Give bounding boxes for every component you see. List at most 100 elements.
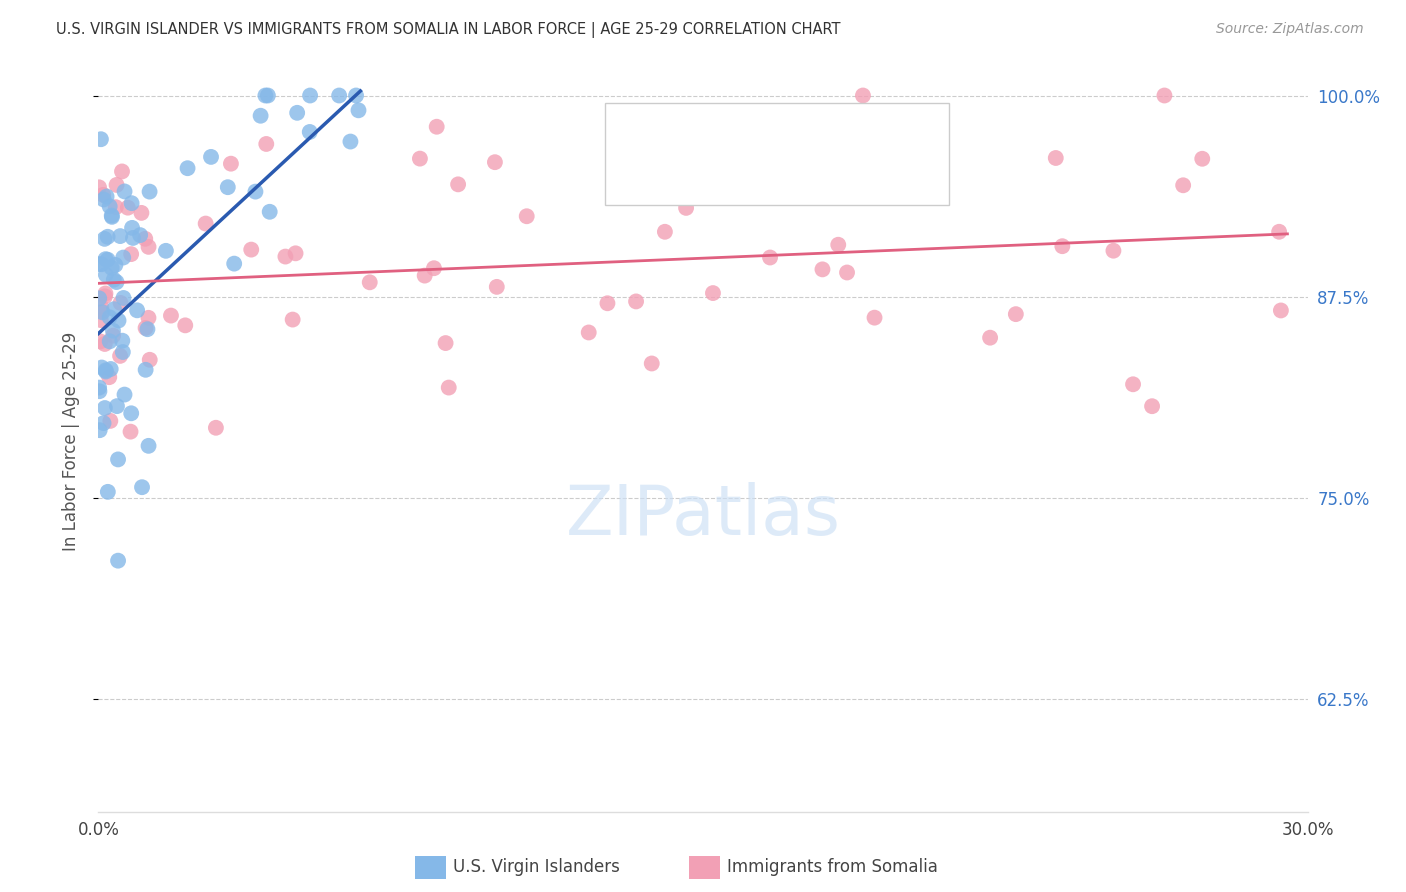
Immigrants from Somalia bbox=[1052, 239, 1074, 253]
U.S. Virgin Islanders bbox=[107, 554, 129, 568]
Immigrants from Somalia bbox=[1122, 377, 1144, 392]
U.S. Virgin Islanders bbox=[107, 313, 129, 327]
Immigrants from Somalia bbox=[98, 414, 121, 428]
U.S. Virgin Islanders bbox=[135, 363, 157, 377]
U.S. Virgin Islanders bbox=[90, 360, 112, 375]
U.S. Virgin Islanders bbox=[94, 252, 117, 267]
Immigrants from Somalia bbox=[101, 328, 124, 343]
Immigrants from Somalia bbox=[409, 152, 432, 166]
Immigrants from Somalia bbox=[89, 334, 111, 349]
Immigrants from Somalia bbox=[1005, 307, 1028, 321]
Immigrants from Somalia bbox=[675, 201, 697, 215]
Immigrants from Somalia bbox=[835, 265, 858, 279]
Immigrants from Somalia bbox=[1173, 178, 1195, 193]
U.S. Virgin Islanders bbox=[138, 439, 160, 453]
Y-axis label: In Labor Force | Age 25-29: In Labor Force | Age 25-29 bbox=[62, 332, 80, 551]
U.S. Virgin Islanders bbox=[249, 109, 271, 123]
U.S. Virgin Islanders bbox=[98, 334, 121, 349]
Immigrants from Somalia bbox=[426, 120, 449, 134]
U.S. Virgin Islanders bbox=[131, 480, 153, 494]
Immigrants from Somalia bbox=[863, 310, 886, 325]
U.S. Virgin Islanders bbox=[111, 334, 134, 348]
Immigrants from Somalia bbox=[434, 336, 457, 351]
U.S. Virgin Islanders bbox=[344, 88, 367, 103]
U.S. Virgin Islanders bbox=[112, 291, 135, 305]
U.S. Virgin Islanders bbox=[101, 210, 124, 224]
U.S. Virgin Islanders bbox=[127, 303, 149, 318]
U.S. Virgin Islanders bbox=[176, 161, 198, 176]
U.S. Virgin Islanders bbox=[97, 252, 120, 267]
Text: R = 0.349   N = 72: R = 0.349 N = 72 bbox=[659, 120, 838, 140]
U.S. Virgin Islanders bbox=[254, 88, 277, 103]
Immigrants from Somalia bbox=[274, 250, 297, 264]
U.S. Virgin Islanders bbox=[298, 125, 321, 139]
Immigrants from Somalia bbox=[138, 240, 160, 254]
U.S. Virgin Islanders bbox=[138, 185, 160, 199]
U.S. Virgin Islanders bbox=[87, 257, 110, 271]
U.S. Virgin Islanders bbox=[103, 302, 125, 317]
U.S. Virgin Islanders bbox=[96, 189, 118, 203]
Immigrants from Somalia bbox=[359, 275, 381, 289]
U.S. Virgin Islanders bbox=[108, 229, 131, 244]
U.S. Virgin Islanders bbox=[98, 199, 121, 213]
Text: R = 0.071   N = 74: R = 0.071 N = 74 bbox=[659, 156, 838, 176]
Immigrants from Somalia bbox=[94, 337, 117, 351]
U.S. Virgin Islanders bbox=[94, 363, 117, 377]
Immigrants from Somalia bbox=[120, 247, 142, 261]
U.S. Virgin Islanders bbox=[339, 135, 361, 149]
U.S. Virgin Islanders bbox=[89, 381, 111, 395]
U.S. Virgin Islanders bbox=[114, 185, 136, 199]
U.S. Virgin Islanders bbox=[114, 387, 136, 401]
Immigrants from Somalia bbox=[240, 243, 263, 257]
U.S. Virgin Islanders bbox=[259, 204, 281, 219]
Immigrants from Somalia bbox=[105, 178, 128, 192]
Immigrants from Somalia bbox=[1102, 244, 1125, 258]
Immigrants from Somalia bbox=[281, 312, 304, 326]
Immigrants from Somalia bbox=[447, 178, 470, 192]
Immigrants from Somalia bbox=[1191, 152, 1213, 166]
Immigrants from Somalia bbox=[624, 294, 647, 309]
U.S. Virgin Islanders bbox=[107, 452, 129, 467]
Immigrants from Somalia bbox=[811, 262, 834, 277]
U.S. Virgin Islanders bbox=[129, 228, 152, 243]
U.S. Virgin Islanders bbox=[93, 232, 115, 246]
U.S. Virgin Islanders bbox=[89, 291, 111, 305]
Immigrants from Somalia bbox=[485, 280, 508, 294]
U.S. Virgin Islanders bbox=[112, 251, 135, 265]
Immigrants from Somalia bbox=[98, 370, 121, 384]
Text: U.S. VIRGIN ISLANDER VS IMMIGRANTS FROM SOMALIA IN LABOR FORCE | AGE 25-29 CORRE: U.S. VIRGIN ISLANDER VS IMMIGRANTS FROM … bbox=[56, 22, 841, 38]
Immigrants from Somalia bbox=[1153, 88, 1175, 103]
Immigrants from Somalia bbox=[120, 425, 142, 439]
Immigrants from Somalia bbox=[702, 286, 724, 301]
Immigrants from Somalia bbox=[284, 246, 307, 260]
Immigrants from Somalia bbox=[219, 157, 242, 171]
Immigrants from Somalia bbox=[87, 180, 110, 194]
U.S. Virgin Islanders bbox=[105, 399, 128, 413]
Immigrants from Somalia bbox=[641, 356, 664, 370]
U.S. Virgin Islanders bbox=[89, 423, 111, 437]
U.S. Virgin Islanders bbox=[94, 364, 117, 378]
U.S. Virgin Islanders bbox=[347, 103, 370, 118]
U.S. Virgin Islanders bbox=[101, 324, 124, 338]
Immigrants from Somalia bbox=[882, 112, 904, 126]
Immigrants from Somalia bbox=[1045, 151, 1067, 165]
Immigrants from Somalia bbox=[423, 261, 446, 276]
Immigrants from Somalia bbox=[90, 313, 112, 327]
U.S. Virgin Islanders bbox=[328, 88, 350, 103]
Immigrants from Somalia bbox=[117, 201, 139, 215]
Immigrants from Somalia bbox=[110, 296, 132, 310]
Immigrants from Somalia bbox=[194, 217, 217, 231]
U.S. Virgin Islanders bbox=[104, 258, 127, 272]
Immigrants from Somalia bbox=[614, 190, 637, 204]
U.S. Virgin Islanders bbox=[217, 180, 239, 194]
U.S. Virgin Islanders bbox=[200, 150, 222, 164]
U.S. Virgin Islanders bbox=[105, 275, 128, 289]
Immigrants from Somalia bbox=[94, 289, 117, 303]
Immigrants from Somalia bbox=[160, 309, 183, 323]
U.S. Virgin Islanders bbox=[90, 132, 112, 146]
Immigrants from Somalia bbox=[654, 225, 676, 239]
U.S. Virgin Islanders bbox=[94, 268, 117, 282]
U.S. Virgin Islanders bbox=[94, 401, 117, 415]
Text: U.S. Virgin Islanders: U.S. Virgin Islanders bbox=[453, 858, 620, 876]
U.S. Virgin Islanders bbox=[120, 406, 142, 420]
